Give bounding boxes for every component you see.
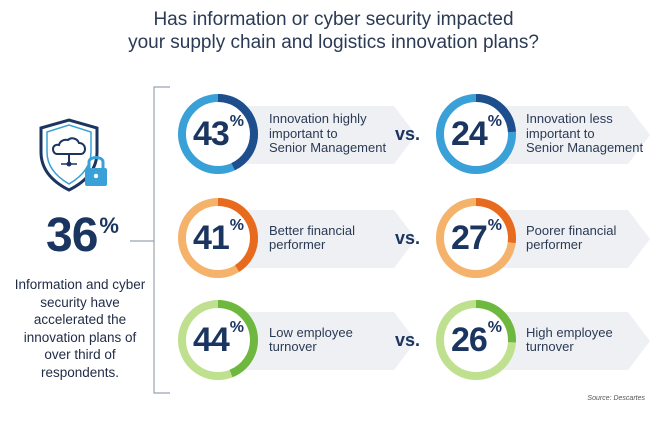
percent-value: 44% xyxy=(176,298,260,382)
percent-value: 24% xyxy=(434,92,518,176)
comparison-label: Innovation less important to Senior Manage… xyxy=(526,112,651,156)
ring-fill xyxy=(436,94,516,174)
comparison-label: Better financial performer xyxy=(269,222,399,253)
percent-unit: % xyxy=(487,113,502,130)
label-line: Poorer financial xyxy=(526,222,617,238)
percent-value: 26% xyxy=(434,298,518,382)
comparison-label: Low employee turnover xyxy=(269,324,399,355)
comparison-row: 41% Better financial performer 27% Poorer fi… xyxy=(176,196,646,280)
percent-ring xyxy=(436,198,516,278)
label-line: performer xyxy=(269,237,326,252)
vs-label: vs. xyxy=(395,124,421,144)
comparison-row: 43% Innovation highly important to Senior M… xyxy=(176,92,646,176)
percent-unit: % xyxy=(229,217,244,234)
ring-fill xyxy=(178,94,258,174)
headline-stat-unit: % xyxy=(99,213,119,238)
label-line: turnover xyxy=(269,339,317,354)
percent-value: 27% xyxy=(434,196,518,280)
comparison-label: High employee turnover xyxy=(526,324,651,355)
percent-number: 43 xyxy=(192,114,230,153)
headline-stat-value: 36 xyxy=(46,209,98,262)
percent-unit: % xyxy=(487,319,502,336)
label-line: Better financial xyxy=(269,222,355,238)
percent-number: 44 xyxy=(192,320,230,359)
label-line: performer xyxy=(526,237,583,252)
ring-fill xyxy=(436,300,516,380)
source-note: Source: Descartes xyxy=(587,395,645,402)
headline-description: Information and cyber security have acce… xyxy=(14,277,146,380)
percent-ring xyxy=(436,300,516,380)
percent-number: 27 xyxy=(450,218,488,257)
label-line: Innovation less xyxy=(526,111,613,127)
comparison-label: Poorer financial performer xyxy=(526,222,651,253)
cloud-shield-lock-icon xyxy=(39,118,107,192)
label-line: turnover xyxy=(526,339,574,354)
headline-stat: 36% xyxy=(46,209,119,268)
ring-fill xyxy=(178,300,258,380)
percent-number: 41 xyxy=(192,218,230,257)
label-line: Senior Management xyxy=(269,140,387,156)
comparison-label: Innovation highly important to Senior Mana… xyxy=(269,112,399,156)
percent-ring xyxy=(178,94,258,174)
percent-unit: % xyxy=(487,217,502,234)
label-line: Innovation highly xyxy=(269,111,367,127)
percent-unit: % xyxy=(229,113,244,130)
percent-ring xyxy=(178,198,258,278)
title-line-1: Has information or cyber security impact… xyxy=(153,9,514,30)
bracket-divider xyxy=(130,86,170,394)
label-line: Senior Management xyxy=(526,140,644,156)
percent-ring xyxy=(436,94,516,174)
label-line: High employee xyxy=(526,324,613,340)
vs-label: vs. xyxy=(395,228,421,248)
title-line-2: your supply chain and logistics innovati… xyxy=(128,32,539,53)
percent-unit: % xyxy=(229,319,244,336)
label-line: important to xyxy=(269,125,338,141)
percent-ring xyxy=(178,300,258,380)
label-line: important to xyxy=(526,125,595,141)
ring-fill xyxy=(178,198,258,278)
page-title: Has information or cyber security impact… xyxy=(0,8,667,54)
label-line: Low employee xyxy=(269,324,353,340)
vs-label: vs. xyxy=(395,330,421,350)
comparison-row: 44% Low employee turnover 26% High employee t… xyxy=(176,298,646,382)
percent-value: 41% xyxy=(176,196,260,280)
percent-number: 26 xyxy=(450,320,488,359)
percent-number: 24 xyxy=(450,114,488,153)
percent-value: 43% xyxy=(176,92,260,176)
ring-fill xyxy=(436,198,516,278)
